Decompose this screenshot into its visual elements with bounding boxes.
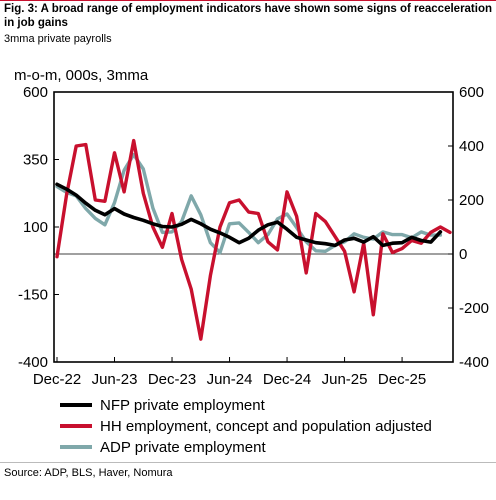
legend-label-0: NFP private employment xyxy=(100,397,266,414)
legend-label-1: HH employment, concept and population ad… xyxy=(100,418,432,435)
y-right-tick-label: -200 xyxy=(459,300,489,317)
source-note: Source: ADP, BLS, Haver, Nomura xyxy=(4,467,173,479)
y-right-tick-label: 200 xyxy=(459,192,484,209)
y-left-tick-label: 100 xyxy=(23,219,48,236)
y-axis-unit-label: m-o-m, 000s, 3mma xyxy=(14,67,149,84)
x-tick-label: Dec-25 xyxy=(378,371,426,388)
x-tick-label: Jun-24 xyxy=(207,371,253,388)
series-line-0 xyxy=(55,182,443,248)
y-left-tick-label: 600 xyxy=(23,84,48,101)
x-tick-label: Dec-22 xyxy=(33,371,81,388)
series-line-1 xyxy=(55,138,452,341)
y-left-tick-label: -150 xyxy=(18,287,48,304)
x-tick-label: Dec-24 xyxy=(263,371,311,388)
x-tick-label: Jun-25 xyxy=(322,371,368,388)
x-tick-label: Dec-23 xyxy=(148,371,196,388)
x-tick-label: Jun-23 xyxy=(92,371,138,388)
y-left-tick-label: -400 xyxy=(18,354,48,371)
y-right-tick-label: -400 xyxy=(459,354,489,371)
plot-frame xyxy=(53,91,454,363)
figure-subtitle: 3mma private payrolls xyxy=(4,33,112,45)
y-left-tick-label: 350 xyxy=(23,152,48,169)
top-accent-line xyxy=(0,0,496,1)
figure-title: Fig. 3: A broad range of employment indi… xyxy=(4,3,493,29)
line-chart: m-o-m, 000s, 3mma 600 350 100 -150 -400 600 4… xyxy=(14,67,489,456)
y-right-tick-label: 400 xyxy=(459,138,484,155)
y-right-tick-label: 600 xyxy=(459,84,484,101)
y-right-tick-label: 0 xyxy=(459,246,467,263)
legend-label-2: ADP private employment xyxy=(100,439,266,456)
source-divider xyxy=(0,462,496,463)
